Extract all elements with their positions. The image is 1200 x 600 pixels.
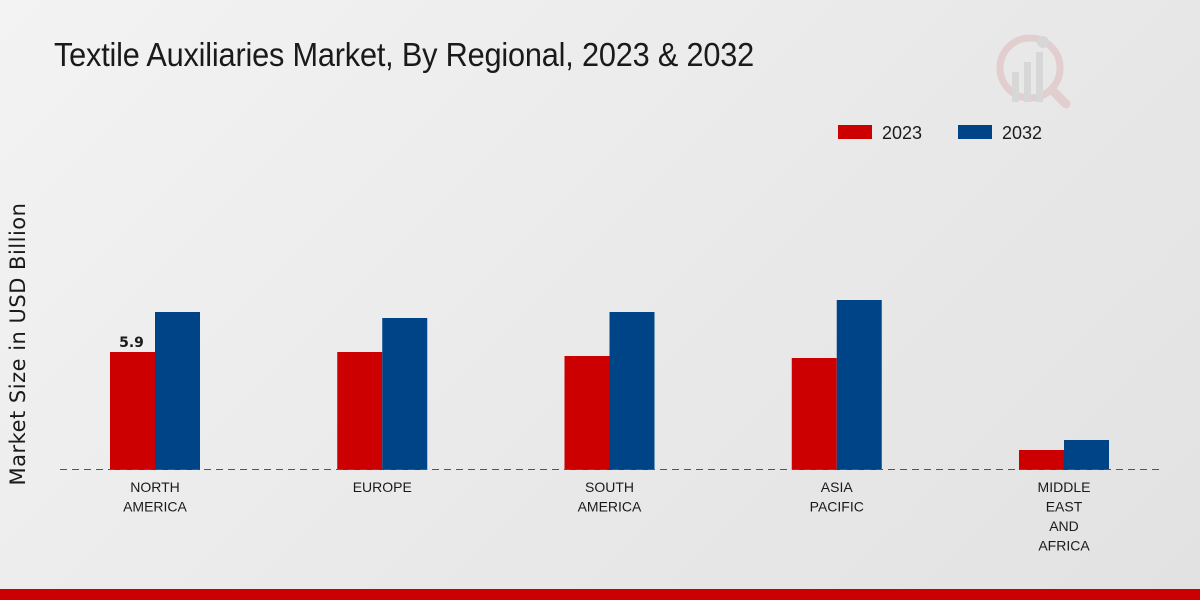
- bar-2032-north-america: [155, 312, 200, 470]
- legend-swatch-2032: [958, 125, 992, 139]
- bar-2023-middle-east-and-africa: [1019, 450, 1064, 470]
- x-tick-label: SOUTH AMERICA: [578, 479, 642, 515]
- watermark-logo-icon: [996, 34, 1071, 109]
- data-label: 5.9: [119, 335, 144, 351]
- bar-2032-south-america: [609, 312, 655, 470]
- x-tick-labels: NORTH AMERICA EUROPE SOUTH AMERICA ASIA PACIFI…: [123, 479, 1090, 554]
- y-axis-label: Market Size in USD Billion: [6, 203, 30, 486]
- data-labels-group: 5.9: [119, 335, 144, 351]
- bar-2023-europe: [337, 352, 383, 470]
- bar-2023-north-america: [110, 352, 155, 470]
- legend-label-2023: 2023: [882, 123, 922, 143]
- chart-title: Textile Auxiliaries Market, By Regional,…: [54, 36, 754, 73]
- bar-2023-south-america: [564, 356, 610, 470]
- x-tick-label: NORTH AMERICA: [123, 479, 187, 515]
- footer-accent-bar: [0, 589, 1200, 600]
- x-tick-label: MIDDLE EAST AND AFRICA: [1038, 479, 1091, 554]
- bars-group: [110, 300, 1109, 470]
- legend-swatch-2023: [838, 125, 872, 139]
- x-tick-label: ASIA PACIFIC: [810, 479, 864, 515]
- bar-2023-asia-pacific: [791, 358, 837, 470]
- bar-2032-middle-east-and-africa: [1064, 440, 1109, 470]
- legend-label-2032: 2032: [1002, 123, 1042, 143]
- legend: 2023 2032: [838, 123, 1042, 143]
- x-tick-label: EUROPE: [353, 479, 412, 495]
- bar-2032-asia-pacific: [836, 300, 882, 470]
- bar-2032-europe: [382, 318, 428, 470]
